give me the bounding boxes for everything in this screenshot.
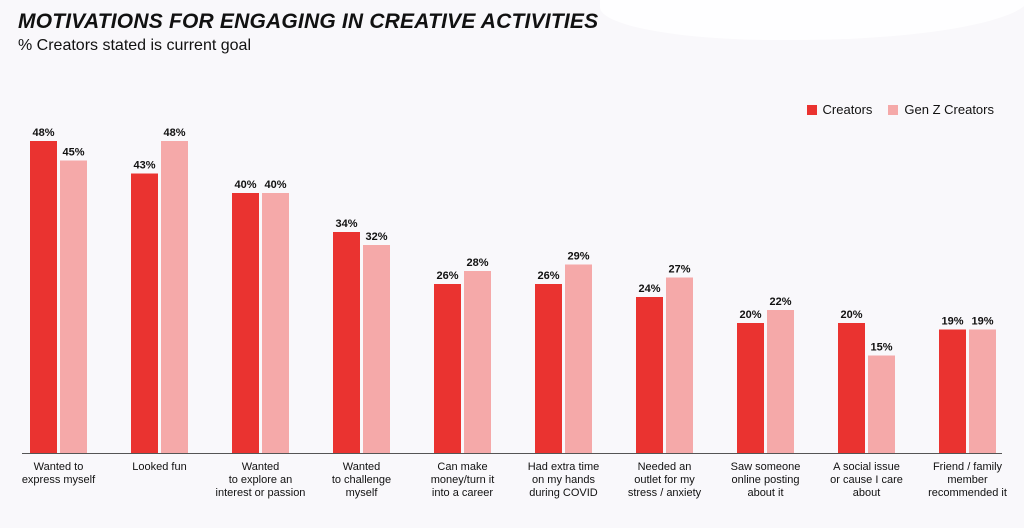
category-label-6-line-2: stress / anxiety (628, 487, 702, 499)
legend-swatch-genz (888, 104, 899, 115)
category-label-5-line-2: during COVID (529, 487, 598, 499)
category-label-0-line-1: express myself (22, 474, 96, 486)
category-label-4-line-1: money/turn it (431, 474, 495, 486)
chart-title: MOTIVATIONS FOR ENGAGING IN CREATIVE ACT… (18, 10, 599, 33)
bar-creators-9 (939, 329, 966, 453)
data-label-genz-3: 32% (365, 231, 387, 243)
data-label-genz-5: 29% (567, 251, 589, 263)
data-label-genz-0: 45% (62, 147, 84, 159)
category-label-4-line-2: into a career (432, 487, 493, 499)
data-label-genz-9: 19% (971, 316, 993, 328)
category-label-6-line-0: Needed an (638, 461, 692, 473)
legend-label-genz: Gen Z Creators (904, 102, 994, 117)
data-label-genz-7: 22% (769, 296, 791, 308)
chart-subtitle: % Creators stated is current goal (18, 37, 251, 54)
category-label-7-line-2: about it (747, 487, 783, 499)
data-label-creators-6: 24% (638, 283, 660, 295)
category-label-5-line-1: on my hands (532, 474, 595, 486)
bar-genz-7 (767, 310, 794, 453)
category-label-3-line-2: myself (346, 487, 379, 499)
bar-genz-0 (60, 160, 87, 453)
category-label-5-line-0: Had extra time (528, 461, 600, 473)
bar-creators-4 (434, 284, 461, 453)
category-label-2-line-1: to explore an (229, 474, 293, 486)
bar-creators-2 (232, 193, 259, 453)
category-label-7-line-0: Saw someone (731, 461, 801, 473)
category-label-8-line-2: about (853, 487, 881, 499)
data-label-creators-8: 20% (840, 309, 862, 321)
bar-creators-8 (838, 323, 865, 453)
bar-genz-9 (969, 329, 996, 453)
bar-creators-5 (535, 284, 562, 453)
bar-genz-5 (565, 264, 592, 453)
category-label-8-line-1: or cause I care (830, 474, 903, 486)
category-label-6-line-1: outlet for my (634, 474, 695, 486)
data-label-creators-3: 34% (335, 218, 357, 230)
legend-swatch-creators (806, 104, 817, 115)
bar-creators-0 (30, 141, 57, 453)
legend-item-creators: Creators (806, 102, 873, 117)
data-label-creators-4: 26% (436, 270, 458, 282)
category-label-3-line-0: Wanted (343, 461, 381, 473)
bar-creators-3 (333, 232, 360, 453)
legend-label-creators: Creators (822, 102, 873, 117)
data-label-genz-6: 27% (668, 264, 690, 276)
bar-creators-7 (737, 323, 764, 453)
category-label-2-line-0: Wanted (242, 461, 280, 473)
data-label-genz-4: 28% (466, 257, 488, 269)
bar-genz-3 (363, 245, 390, 453)
category-label-9-line-1: member (947, 474, 988, 486)
data-label-genz-8: 15% (870, 342, 892, 354)
bar-genz-2 (262, 193, 289, 453)
bar-genz-6 (666, 277, 693, 453)
data-label-creators-0: 48% (32, 127, 54, 139)
category-label-4-line-0: Can make (437, 461, 487, 473)
data-label-creators-2: 40% (234, 179, 256, 191)
data-label-creators-9: 19% (941, 316, 963, 328)
bar-creators-1 (131, 173, 158, 453)
bar-genz-8 (868, 355, 895, 453)
bar-genz-4 (464, 271, 491, 453)
category-label-9-line-0: Friend / family (933, 461, 1003, 473)
category-label-8-line-0: A social issue (833, 461, 900, 473)
category-label-7-line-1: online posting (732, 474, 800, 486)
data-label-creators-5: 26% (537, 270, 559, 282)
category-label-2-line-2: interest or passion (216, 487, 306, 499)
data-label-genz-2: 40% (264, 179, 286, 191)
category-label-1-line-0: Looked fun (132, 461, 186, 473)
data-label-genz-1: 48% (163, 127, 185, 139)
category-label-9-line-2: recommended it (928, 487, 1007, 499)
category-label-0-line-0: Wanted to (34, 461, 84, 473)
legend: Creators Gen Z Creators (806, 102, 994, 117)
legend-item-genz: Gen Z Creators (888, 102, 994, 117)
data-label-creators-7: 20% (739, 309, 761, 321)
bar-genz-1 (161, 141, 188, 453)
bar-creators-6 (636, 297, 663, 453)
data-label-creators-1: 43% (133, 160, 155, 172)
category-label-3-line-1: to challenge (332, 474, 391, 486)
